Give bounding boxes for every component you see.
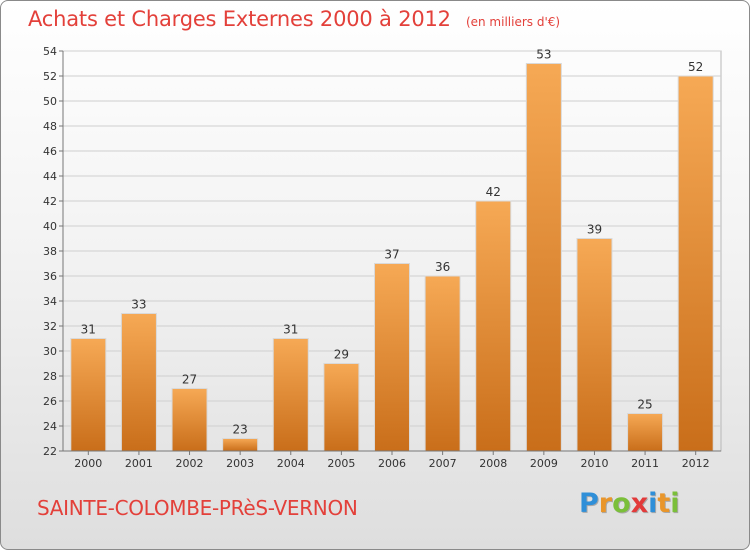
x-tick-label: 2000 (74, 457, 102, 470)
bar-2003 (222, 438, 259, 452)
bar-2001 (120, 313, 157, 452)
x-axis: 2000 2001 2002 2003 2004 2005 2006 2007 2008 2009… (63, 450, 721, 470)
bar-2007 (424, 275, 461, 452)
bar-value-label: 31 (81, 323, 96, 337)
y-tick-label: 40 (43, 220, 57, 233)
y-tick-label: 22 (43, 445, 57, 458)
y-tick-label: 24 (43, 420, 57, 433)
y-tick-label: 38 (43, 245, 57, 258)
bar-value-label: 25 (637, 398, 652, 412)
logo-letter: i (670, 488, 680, 519)
y-tick-label: 32 (43, 320, 57, 333)
x-tick-label: 2002 (176, 457, 204, 470)
bar-value-label: 36 (435, 260, 450, 274)
x-tick-label: 2012 (682, 457, 710, 470)
bars: 31 33 27 23 31 29 37 36 42 53 39 25 52 (70, 48, 714, 452)
logo-letter: t (657, 488, 671, 519)
x-tick-label: 2001 (125, 457, 153, 470)
y-tick-label: 52 (43, 70, 57, 83)
chart-unit: (en milliers d'€) (465, 15, 561, 29)
bar-2005 (323, 363, 360, 452)
x-tick-label: 2011 (631, 457, 659, 470)
bar-value-label: 42 (486, 185, 501, 199)
bar-value-label: 39 (587, 223, 602, 237)
bar-2006 (374, 263, 410, 452)
place-name: SAINTE-COLOMBE-PRèS-VERNON (37, 496, 358, 520)
bar-2011 (627, 413, 664, 452)
y-tick-label: 42 (43, 195, 57, 208)
x-tick-label: 2010 (580, 457, 608, 470)
bar-2002 (171, 388, 208, 452)
x-tick-label: 2006 (378, 457, 406, 470)
bar-value-label: 27 (182, 373, 197, 387)
y-tick-label: 36 (43, 270, 57, 283)
chart-title: Achats et Charges Externes 2000 à 2012 (28, 7, 451, 31)
x-tick-label: 2003 (226, 457, 254, 470)
x-tick-label: 2009 (530, 457, 558, 470)
bar-2009 (525, 63, 562, 452)
bar-value-label: 53 (536, 48, 551, 62)
bar-2004 (272, 338, 309, 452)
y-tick-label: 50 (43, 95, 57, 108)
chart-title-group: Achats et Charges Externes 2000 à 2012 (… (28, 7, 560, 31)
bar-2012 (677, 75, 714, 452)
y-tick-label: 28 (43, 370, 57, 383)
bar-2000 (70, 338, 107, 452)
proxiti-logo[interactable]: Proxiti (579, 488, 680, 519)
y-tick-label: 46 (43, 145, 57, 158)
logo-letter: o (612, 488, 631, 519)
y-tick-label: 34 (43, 295, 57, 308)
bar-2008 (475, 200, 512, 452)
bar-value-label: 29 (334, 348, 349, 362)
logo-letter: r (598, 488, 613, 519)
logo-letter: i (648, 488, 658, 519)
y-tick-label: 54 (43, 45, 57, 58)
bar-2010 (576, 238, 613, 452)
y-tick-label: 44 (43, 170, 57, 183)
x-tick-label: 2008 (479, 457, 507, 470)
y-tick-label: 26 (43, 395, 57, 408)
y-tick-label: 48 (43, 120, 57, 133)
bar-value-label: 52 (688, 60, 703, 74)
x-tick-label: 2004 (277, 457, 305, 470)
logo-letter: x (630, 488, 649, 519)
y-tick-label: 30 (43, 345, 57, 358)
x-tick-label: 2005 (327, 457, 355, 470)
bar-value-label: 23 (233, 423, 248, 437)
x-tick-label: 2007 (429, 457, 457, 470)
bar-value-label: 37 (384, 248, 399, 262)
bar-value-label: 31 (283, 323, 298, 337)
logo-letter: P (579, 488, 599, 519)
bar-value-label: 33 (131, 298, 146, 312)
y-axis: 22 24 26 28 30 32 34 36 38 40 42 44 46 48 50 52 54 (43, 45, 64, 458)
